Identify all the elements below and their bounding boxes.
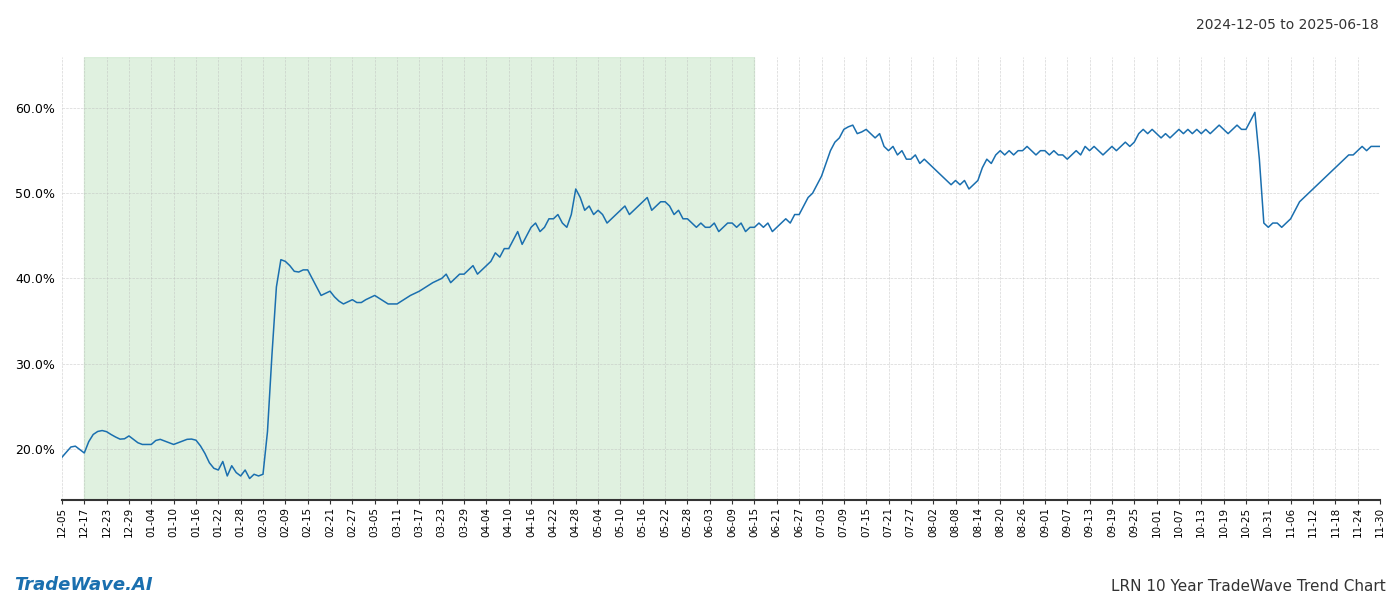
Text: TradeWave.AI: TradeWave.AI	[14, 576, 153, 594]
Text: 2024-12-05 to 2025-06-18: 2024-12-05 to 2025-06-18	[1196, 18, 1379, 32]
Bar	[84, 57, 755, 500]
Text: LRN 10 Year TradeWave Trend Chart: LRN 10 Year TradeWave Trend Chart	[1112, 579, 1386, 594]
